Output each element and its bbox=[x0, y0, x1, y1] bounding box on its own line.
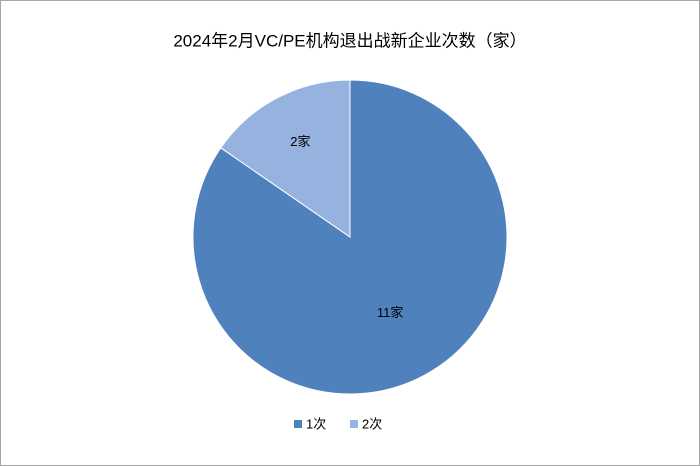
legend-label: 2次 bbox=[362, 416, 382, 431]
chart-title: 2024年2月VC/PE机构退出战新企业次数（家） bbox=[173, 31, 526, 50]
pie-slice bbox=[220, 79, 351, 238]
legend-swatch bbox=[294, 420, 302, 428]
data-label: 11家 bbox=[377, 305, 404, 320]
legend-swatch bbox=[350, 420, 358, 428]
legend-label: 1次 bbox=[306, 416, 326, 431]
data-label: 2家 bbox=[290, 134, 310, 149]
